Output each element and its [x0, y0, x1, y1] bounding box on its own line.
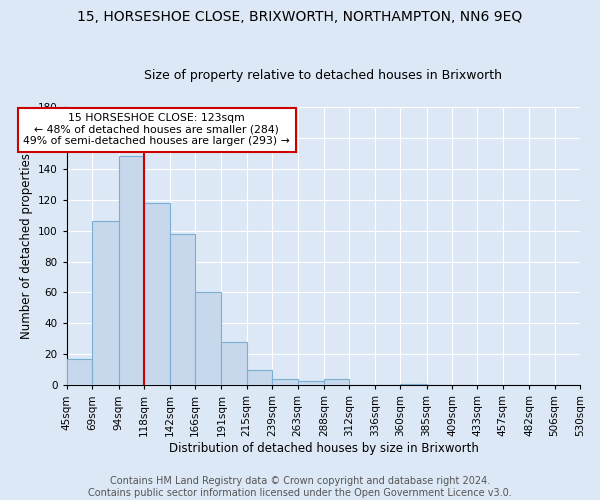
Text: 15, HORSESHOE CLOSE, BRIXWORTH, NORTHAMPTON, NN6 9EQ: 15, HORSESHOE CLOSE, BRIXWORTH, NORTHAMP…	[77, 10, 523, 24]
Bar	[221, 342, 247, 386]
Bar	[298, 380, 324, 386]
Bar	[67, 359, 92, 386]
X-axis label: Distribution of detached houses by size in Brixworth: Distribution of detached houses by size …	[169, 442, 478, 455]
Bar	[92, 222, 119, 386]
Y-axis label: Number of detached properties: Number of detached properties	[20, 153, 32, 339]
Bar	[170, 234, 195, 386]
Bar	[400, 384, 427, 386]
Bar	[195, 292, 221, 386]
Bar	[272, 379, 298, 386]
Title: Size of property relative to detached houses in Brixworth: Size of property relative to detached ho…	[145, 69, 502, 82]
Bar	[144, 202, 170, 386]
Text: 15 HORSESHOE CLOSE: 123sqm
← 48% of detached houses are smaller (284)
49% of sem: 15 HORSESHOE CLOSE: 123sqm ← 48% of deta…	[23, 113, 290, 146]
Text: Contains HM Land Registry data © Crown copyright and database right 2024.
Contai: Contains HM Land Registry data © Crown c…	[88, 476, 512, 498]
Bar	[324, 379, 349, 386]
Bar	[119, 156, 144, 386]
Bar	[247, 370, 272, 386]
